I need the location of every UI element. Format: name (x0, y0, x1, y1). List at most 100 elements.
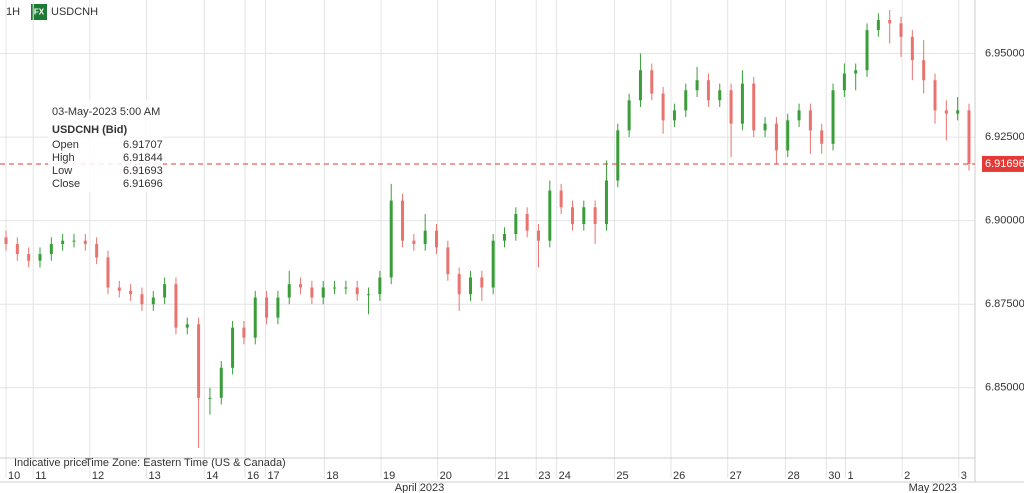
candle-body (820, 130, 824, 144)
candle-body (480, 277, 484, 288)
candle-body (106, 257, 110, 288)
candle-body (129, 290, 133, 295)
candle-body (435, 230, 439, 248)
candle-body (627, 100, 631, 131)
candle-body (208, 397, 212, 399)
candle-body (174, 284, 178, 328)
last-price-tag (982, 155, 1024, 172)
candle-body (797, 110, 801, 121)
candle-body (922, 60, 926, 81)
candle-body (899, 23, 903, 37)
badge-bg (31, 4, 47, 20)
candle-body (876, 20, 880, 31)
month-label: May 2023 (909, 482, 957, 493)
candle-body (548, 190, 552, 241)
x-tick-label: 20 (440, 470, 452, 482)
tooltip-value: 6.91707 (123, 139, 163, 151)
symbol[interactable]: USDCNH (51, 6, 98, 18)
candle-body (163, 284, 167, 298)
y-tick-label: 6.90000 (985, 215, 1024, 227)
candle-body (933, 80, 937, 111)
badge: FX (34, 8, 45, 17)
candle-body (83, 240, 87, 245)
y-tick-label: 6.85000 (985, 382, 1024, 394)
candle-body (593, 207, 597, 224)
candle-body (808, 110, 812, 131)
candle-body (49, 244, 53, 255)
candle-body (842, 73, 846, 91)
tooltip-value: 6.91693 (123, 165, 163, 177)
candle-body (253, 297, 257, 338)
candle-body (242, 327, 246, 338)
candle-body (570, 207, 574, 224)
candle-body (333, 287, 337, 289)
x-tick-label: 25 (616, 470, 628, 482)
x-tick-label: 11 (35, 470, 46, 482)
x-tick-label: 18 (326, 470, 338, 482)
candle-body (38, 254, 42, 261)
candle-body (151, 297, 155, 305)
candle-body (956, 110, 960, 114)
candle-body (367, 294, 371, 296)
candle-body (729, 90, 733, 124)
last-price-label: 6.91696 (985, 158, 1024, 170)
x-tick-label: 16 (247, 470, 259, 482)
tooltip-value: 6.91844 (123, 152, 163, 164)
candle-body (117, 287, 121, 291)
candle-body (774, 123, 778, 151)
x-tick-label: 30 (828, 470, 840, 482)
candle-body (491, 240, 495, 288)
candle-body (265, 297, 269, 318)
y-tick-label: 6.92500 (985, 131, 1024, 143)
candle-body (15, 244, 19, 255)
tooltip-key: Low (52, 165, 72, 177)
candle-body (706, 80, 710, 101)
x-tick-label: 14 (206, 470, 218, 482)
candle-body (525, 213, 529, 231)
x-tick-label: 24 (559, 470, 571, 482)
candle-body (502, 234, 506, 241)
x-tick-label: 28 (787, 470, 799, 482)
candle-body (650, 70, 654, 94)
x-tick-label: 19 (383, 470, 395, 482)
candle-body (831, 90, 835, 144)
interval[interactable]: 1H (6, 6, 20, 18)
tooltip-date: 03-May-2023 5:00 AM (52, 106, 160, 118)
footer-note: Indicative price (14, 457, 87, 469)
candle-body (72, 240, 76, 242)
candle-body (446, 247, 450, 275)
candle-body (854, 70, 858, 74)
candle-body (378, 277, 382, 295)
tooltip-key: High (52, 152, 75, 164)
candle-body (888, 20, 892, 24)
candle-body (4, 237, 8, 245)
candle-body (287, 284, 291, 298)
candle-body (401, 200, 405, 241)
candle-body (140, 294, 144, 305)
candle-body (763, 123, 767, 131)
candle-body (672, 110, 676, 121)
candle-body (559, 190, 563, 208)
candle-body (423, 230, 427, 245)
candle-body (740, 83, 744, 124)
x-tick-label: 21 (497, 470, 509, 482)
y-tick-label: 6.95000 (985, 47, 1024, 59)
candle-body (718, 90, 722, 101)
candle-body (389, 200, 393, 278)
candle-body (27, 254, 31, 261)
candle-body (185, 324, 189, 328)
candle-body (231, 327, 235, 368)
month-label: April 2023 (395, 482, 445, 493)
x-tick-label: 3 (961, 470, 967, 482)
candle-body (967, 110, 971, 164)
candle-body (684, 90, 688, 111)
candle-body (412, 240, 416, 245)
candle-body (944, 110, 948, 114)
candle-body (514, 213, 518, 235)
x-tick-label: 10 (8, 470, 20, 482)
x-tick-label: 12 (92, 470, 104, 482)
x-tick-label: 17 (267, 470, 279, 482)
tooltip-key: Close (52, 178, 80, 190)
candle-body (604, 180, 608, 224)
